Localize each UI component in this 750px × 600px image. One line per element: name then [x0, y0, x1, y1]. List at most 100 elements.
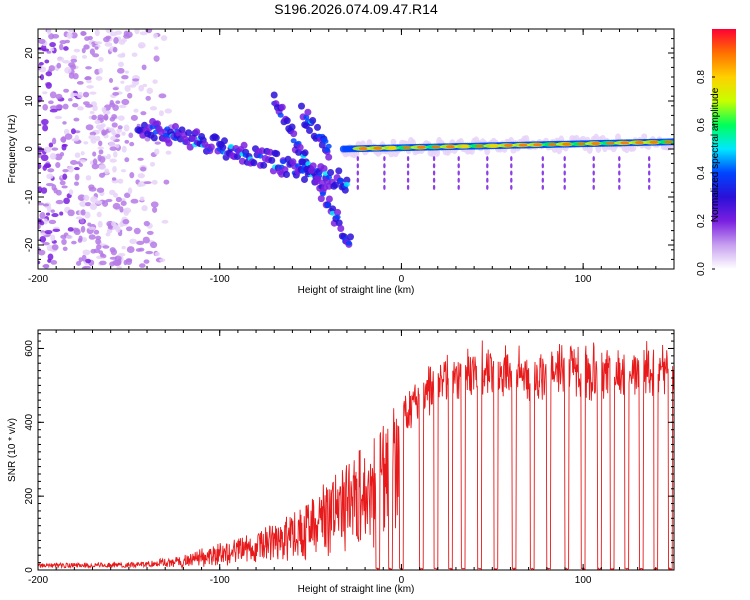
spectrogram-cell [109, 116, 116, 122]
colorbar-gradient [712, 29, 736, 269]
spectrogram-cell [98, 140, 103, 147]
spectrogram-cell [290, 138, 297, 144]
spectrogram-cell [109, 31, 118, 37]
y-tick-label: 20 [24, 47, 35, 59]
spectrogram-cell [125, 226, 133, 232]
spectrogram-cell [207, 143, 215, 151]
spectrogram-cell [103, 36, 110, 43]
spectrogram-cell [446, 145, 455, 149]
spectrogram-cell [277, 112, 284, 118]
spectrogram-cell [283, 117, 291, 125]
spectrogram-cell [40, 232, 47, 236]
spectrogram-cell [103, 113, 109, 121]
spectrogram-cell [510, 156, 513, 162]
spectrogram-cell [62, 173, 68, 180]
spectrogram-cell [541, 170, 544, 176]
spectrogram-cell [117, 125, 123, 130]
spectrogram-cell [38, 202, 45, 206]
spectrogram-cell [62, 103, 69, 110]
spectrogram-cell [91, 163, 99, 170]
spectrogram-cell [85, 66, 92, 70]
spectrogram-cell [48, 100, 54, 105]
spectrogram-cell [288, 123, 296, 131]
spectrogram-cell [489, 144, 499, 148]
spectrogram-cell [533, 143, 543, 147]
spectrogram-cell [71, 138, 80, 142]
spectrogram-cell [47, 253, 54, 261]
spectrogram-cell [406, 156, 410, 162]
spectrogram-cell [586, 145, 593, 154]
spectrogram-cell [68, 97, 73, 102]
spectrogram-cell [432, 177, 436, 183]
spectrogram-cell [154, 120, 161, 128]
spectrogram-cell [54, 115, 63, 120]
spectrogram-cell [89, 91, 97, 95]
spectrogram-cell [63, 46, 69, 51]
spectrogram-cell [48, 142, 54, 148]
spectrogram-cell [42, 203, 50, 207]
spectrogram-cell [44, 146, 52, 153]
spectrogram-cell [88, 134, 97, 140]
spectrogram-cell [95, 244, 102, 250]
x-tick-label: -100 [210, 274, 230, 285]
spectrogram-cell [83, 44, 90, 50]
spectrogram-cell [105, 198, 113, 203]
spectrogram-cell [130, 114, 138, 121]
spectrogram-cell [56, 56, 65, 62]
spectrogram-cell [88, 234, 96, 240]
spectrogram-marks [38, 29, 674, 269]
spectrogram-cell [185, 129, 193, 137]
spectrogram-cell [134, 29, 140, 35]
spectrogram-cell [630, 144, 637, 152]
spectrogram-cell [68, 189, 74, 195]
spectrogram-cell [648, 163, 651, 169]
spectrogram-cell [158, 93, 167, 99]
spectrogram-cell [387, 146, 397, 150]
spectrogram-cell [142, 236, 150, 244]
spectrogram-cell [115, 225, 121, 233]
spectrogram-cell [92, 105, 98, 112]
spectrogram-cell [510, 163, 513, 169]
spectrogram-cell [541, 163, 544, 169]
spectrogram-cell [140, 166, 147, 172]
spectrogram-cell [356, 170, 359, 176]
spectrogram-cell [337, 225, 345, 232]
spectrogram-cell [324, 147, 331, 153]
spectrogram-cell [129, 141, 135, 147]
spectrogram-cell [457, 170, 460, 176]
spectrogram-cell [89, 131, 97, 136]
spectrogram-cell [97, 220, 103, 228]
spectrogram-cell [649, 140, 659, 144]
spectrogram-cell [59, 211, 64, 216]
y-tick-label: -10 [24, 189, 35, 204]
spectrogram-cell [94, 29, 100, 37]
spectrogram-cell [126, 246, 135, 254]
spectrogram-cell [131, 52, 138, 57]
spectrogram-cell [541, 177, 544, 183]
snr-marks [37, 340, 675, 571]
spectrogram-cell [98, 164, 107, 170]
spectrogram-cell [383, 170, 386, 176]
spectrogram-cell [40, 154, 49, 162]
spectrogram-cell [109, 102, 116, 108]
spectrogram-cell [96, 211, 102, 218]
spectrogram-cell [158, 110, 164, 117]
y-tick-label: 0 [24, 146, 35, 152]
y-tick-label: -20 [24, 237, 35, 252]
spectrogram-cell [50, 259, 58, 265]
spectrogram-cell [153, 55, 160, 62]
spectrogram-cell [149, 161, 156, 167]
spectrogram-cell [124, 139, 130, 144]
spectrogram-cell [325, 153, 333, 161]
spectrogram-cell [334, 208, 342, 216]
spectrogram-cell [121, 98, 130, 106]
spectrogram-cell [165, 139, 173, 147]
spectrogram-cell [89, 110, 95, 115]
spectrogram-cell [93, 229, 100, 235]
spectrogram-cell [641, 133, 648, 140]
spectrogram-cell [280, 159, 287, 164]
spectrogram-cell [129, 238, 137, 244]
spectrogram-cell [303, 114, 310, 120]
spectrogram-cell [38, 162, 42, 170]
spectrogram-cell [51, 147, 59, 151]
